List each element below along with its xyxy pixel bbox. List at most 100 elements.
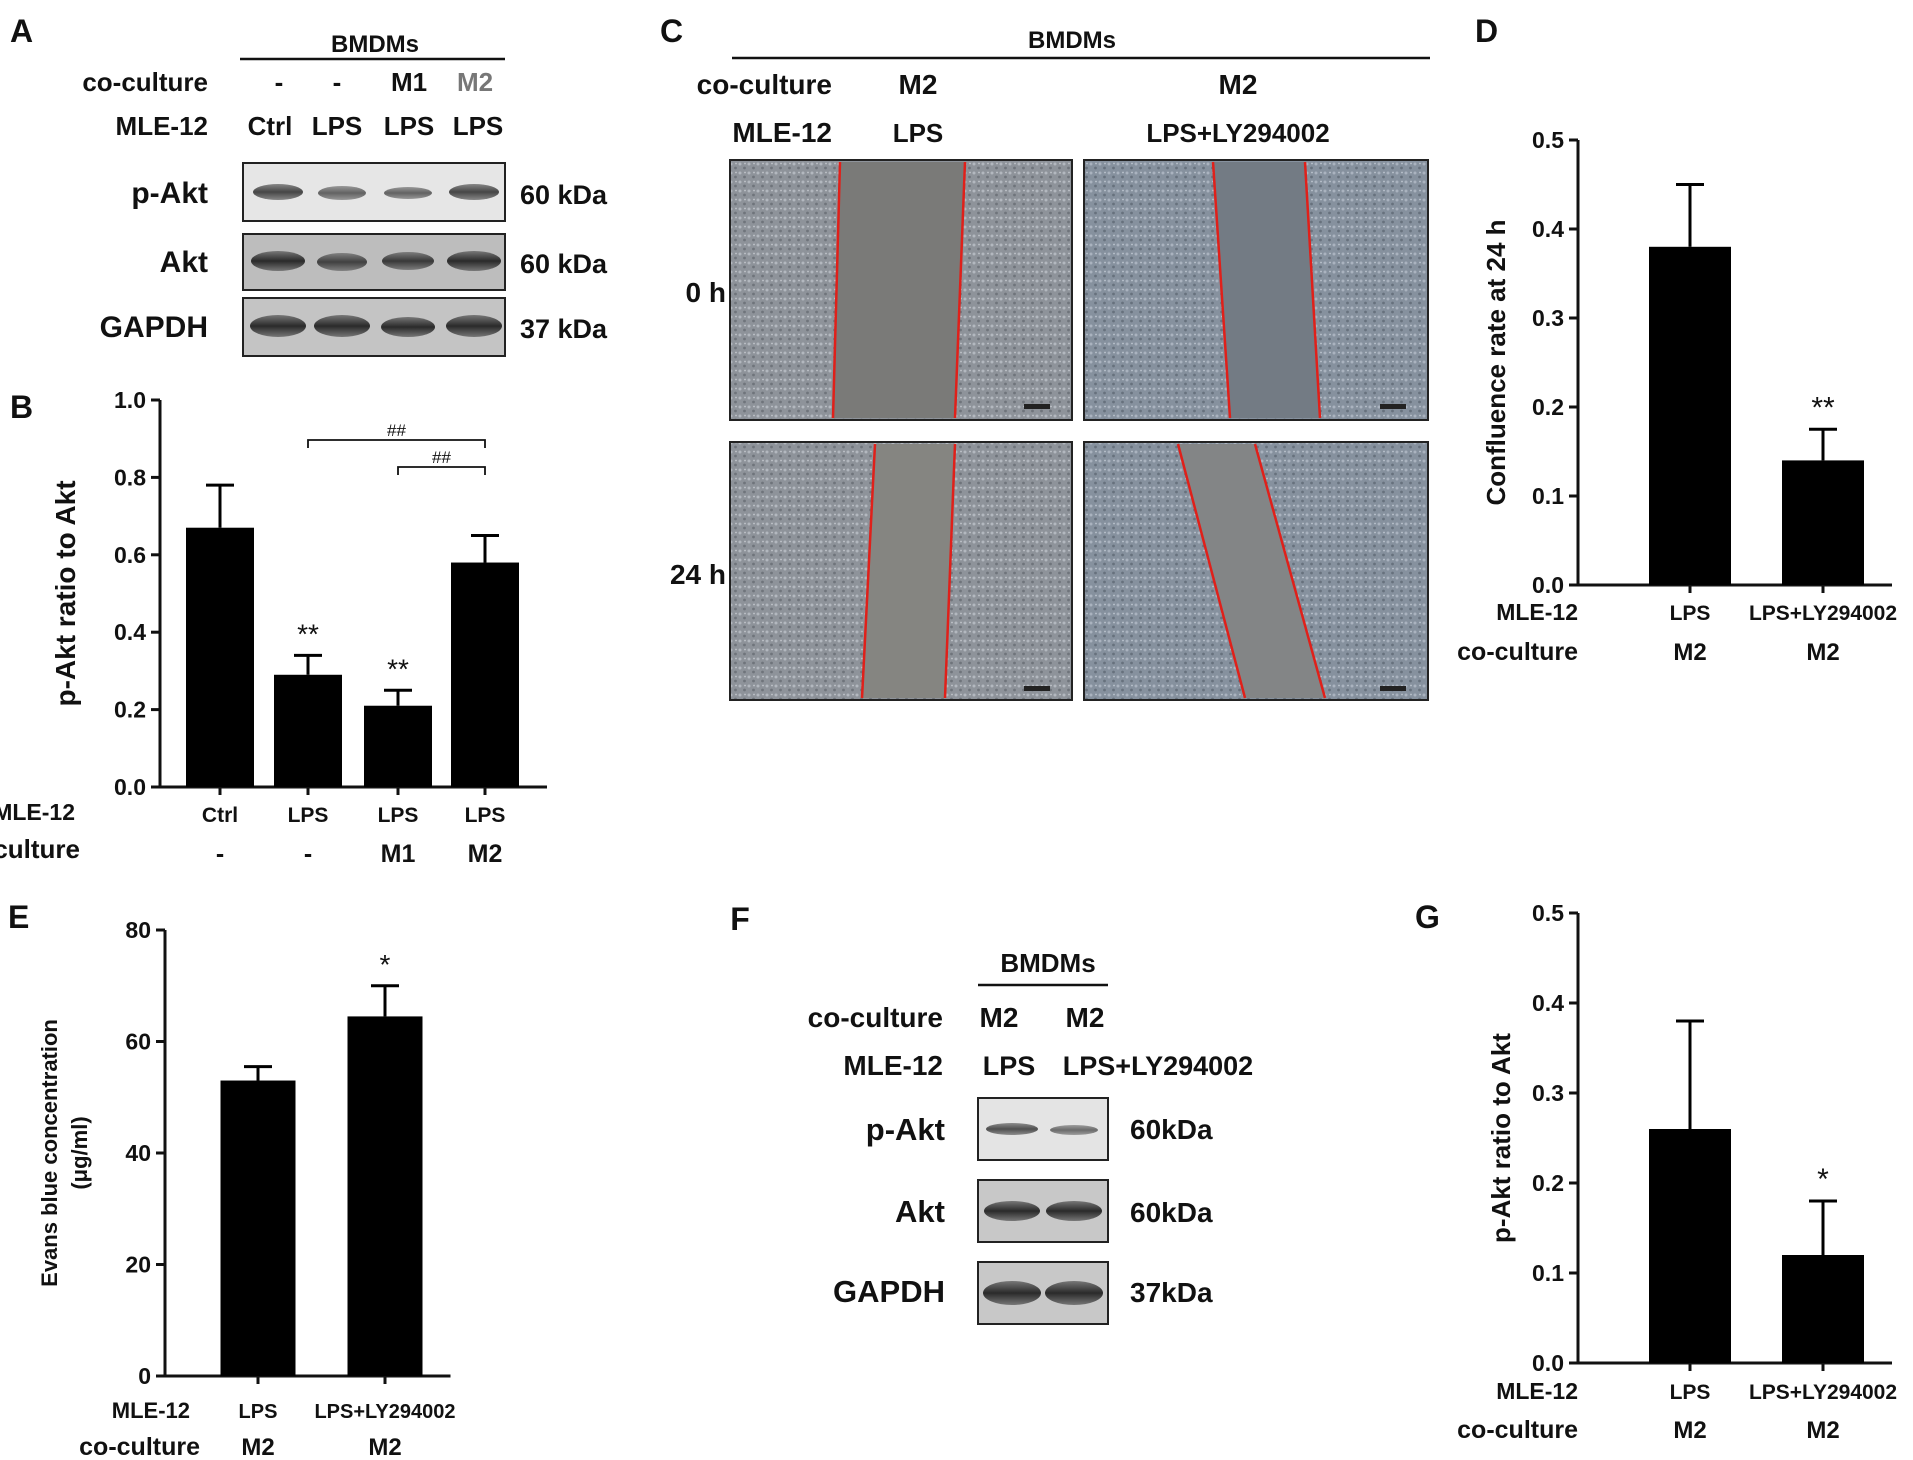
blot-band (381, 317, 435, 337)
panel-c-coculture-2: M2 (1219, 69, 1258, 100)
panel-g-bar (1649, 1129, 1731, 1363)
panel-b-bar (364, 705, 432, 787)
panel-g-mle12-row-label: MLE-12 (1496, 1378, 1578, 1404)
blot-band (251, 251, 305, 271)
micrograph-0h-lps (729, 159, 1073, 421)
blot-band (983, 1281, 1041, 1305)
micrograph-24h-lps-ly294002 (1083, 441, 1429, 701)
panel-g-significance-marker: * (1817, 1163, 1829, 1196)
panel-f-coculture-2: M2 (1066, 1002, 1105, 1033)
blot-band (446, 315, 502, 337)
panel-f-mle12-2: LPS+LY294002 (1063, 1051, 1253, 1081)
panel-g-y-tick-label: 0.4 (1532, 990, 1564, 1016)
panel-a-coculture-3: M1 (391, 67, 427, 97)
blot-band (1045, 1281, 1103, 1305)
panel-d-bar (1649, 246, 1731, 586)
blot-band (986, 1123, 1038, 1135)
panel-c-time-0h: 0 h (686, 277, 726, 308)
panel-letter-c: C (660, 13, 683, 49)
panel-b-bar (274, 674, 342, 787)
micrograph-0h-lps-ly294002 (1083, 159, 1429, 421)
panel-f-mle12-label: MLE-12 (843, 1050, 943, 1081)
panel-d-x-category-label: LPS+LY294002 (1749, 602, 1897, 625)
panel-d-mle12-row-label: MLE-12 (1496, 599, 1578, 625)
panel-g-coculture-label: M2 (1673, 1417, 1706, 1444)
panel-e-y-tick-label: 0 (138, 1363, 151, 1389)
panel-b-significance-marker: ** (297, 618, 319, 649)
panel-g-bar (1782, 1255, 1864, 1363)
panel-g-x-category-label: LPS (1670, 1381, 1711, 1404)
panel-g-y-tick-label: 0.2 (1532, 1170, 1564, 1196)
panel-b-coculture-label: M1 (381, 840, 416, 868)
panel-d-y-axis-label: Confluence rate at 24 h (1481, 219, 1511, 505)
panel-letter-d: D (1475, 13, 1498, 49)
blot-band (447, 251, 501, 271)
scale-bar (1024, 686, 1050, 691)
panel-e-y-tick-label: 80 (125, 917, 151, 943)
panel-letter-a: A (10, 13, 33, 49)
panel-letter-e: E (8, 899, 29, 935)
panel-d-bar (1782, 460, 1864, 585)
panel-f-kda-gapdh: 37kDa (1130, 1277, 1213, 1308)
panel-b-bracket (307, 439, 486, 448)
panel-a-kda-akt: 60 kDa (520, 249, 608, 279)
panel-e-coculture-row-label: co-culture (79, 1433, 200, 1460)
panel-a-group-header: BMDMs (331, 31, 419, 58)
panel-b-y-tick-label: 0.2 (114, 697, 146, 723)
blot-band (1050, 1125, 1098, 1135)
panel-f-coculture-label: co-culture (808, 1002, 943, 1033)
panel-b-y-tick-label: 0.0 (114, 774, 146, 800)
panel-b-y-axis-label: p-Akt ratio to Akt (50, 480, 81, 706)
blot-band (253, 184, 303, 200)
blot-band (318, 186, 366, 200)
panel-b-x-category-label: LPS (288, 804, 329, 827)
panel-f-blot-label-akt: Akt (895, 1194, 945, 1229)
panel-b-y-tick-label: 1.0 (114, 387, 146, 413)
panel-g-y-tick-label: 0.0 (1532, 1350, 1564, 1376)
panel-f-kda-pakt: 60kDa (1130, 1114, 1213, 1145)
panel-e-y-tick-label: 20 (125, 1252, 151, 1278)
panel-b-coculture-label: M2 (468, 840, 503, 868)
panel-e-x-category-label: LPS+LY294002 (314, 1401, 455, 1423)
panel-b-x-category-label: LPS (378, 804, 419, 827)
panel-b-bracket-label: ## (432, 448, 451, 467)
scale-bar (1024, 404, 1050, 409)
panel-c: C BMDMs co-culture MLE-12 M2 M2 LPS LPS+… (660, 13, 1430, 701)
panel-g-y-axis-label: p-Akt ratio to Akt (1486, 1033, 1516, 1243)
blot-band (314, 315, 370, 337)
panel-a-kda-gapdh: 37 kDa (520, 314, 608, 344)
panel-b-mle12-row-label: MLE-12 (0, 799, 75, 825)
panel-d-y-tick-label: 0.4 (1532, 216, 1564, 242)
panel-b-coculture-row-label: co-culture (0, 834, 80, 864)
panel-a-blot-label-akt: Akt (160, 246, 208, 279)
panel-a-mle12-label: MLE-12 (116, 111, 208, 141)
panel-e-y-tick-label: 40 (125, 1140, 151, 1166)
panel-a-coculture-label: co-culture (82, 67, 208, 97)
panel-a-mle12-4: LPS (453, 111, 504, 141)
panel-b-coculture-label: - (216, 840, 224, 868)
blot-band (382, 252, 434, 270)
blot-band (250, 315, 306, 337)
panel-b-y-tick-label: 0.6 (114, 542, 146, 568)
panel-d-x-category-label: LPS (1670, 602, 1711, 625)
panel-letter-b: B (10, 389, 33, 425)
panel-d-significance-marker: ** (1811, 391, 1835, 424)
panel-e-bar (220, 1080, 296, 1376)
panel-b-significance-marker: ** (387, 653, 409, 684)
panel-c-mle12-1: LPS (893, 118, 944, 148)
panel-d-coculture-label: M2 (1806, 639, 1839, 666)
panel-c-group-header: BMDMs (1028, 27, 1116, 54)
panel-f-blot-label-gapdh: GAPDH (833, 1274, 945, 1309)
panel-a-coculture-1: - (275, 67, 284, 97)
panel-c-coculture-1: M2 (899, 69, 938, 100)
scale-bar (1380, 404, 1406, 409)
panel-d-coculture-row-label: co-culture (1457, 638, 1578, 666)
panel-a-blot-label-gapdh: GAPDH (100, 311, 208, 344)
panel-e-x-category-label: LPS (239, 1401, 278, 1423)
panel-a-kda-pakt: 60 kDa (520, 180, 608, 210)
panel-c-coculture-label: co-culture (697, 69, 832, 100)
panel-e-mle12-row-label: MLE-12 (112, 1398, 190, 1423)
panel-f-blot-label-pakt: p-Akt (866, 1112, 945, 1147)
panel-e-coculture-label: M2 (368, 1434, 401, 1460)
